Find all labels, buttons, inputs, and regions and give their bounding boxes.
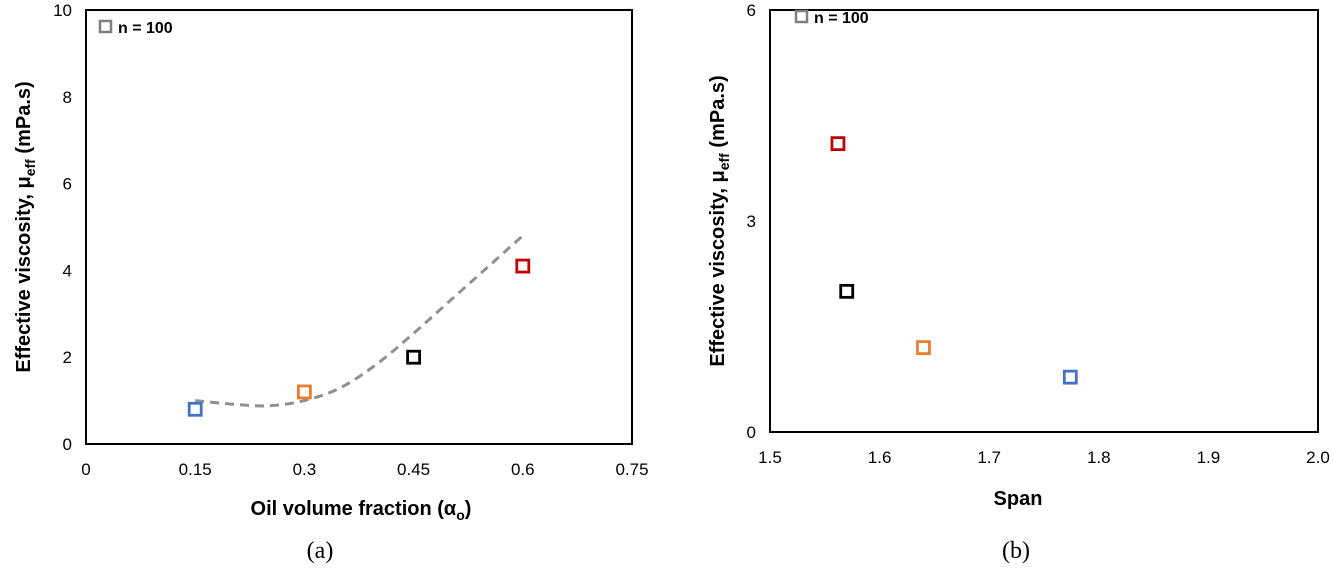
chart-b-x-tick-label: 2.0: [1306, 448, 1330, 467]
chart-a-y-tick-label: 6: [63, 175, 72, 194]
chart-a-y-tick-label: 2: [63, 348, 72, 367]
chart-b-x-tick-label: 1.7: [977, 448, 1001, 467]
chart-a-x-axis-title-main: Oil volume fraction (α: [251, 498, 457, 520]
chart-a-x-axis-title-sub: o: [456, 507, 465, 523]
chart-a-data-point: [515, 258, 531, 274]
chart-b-y-axis-title-main: Effective viscosity, μ: [707, 170, 729, 366]
chart-b-y-axis-title-end: (mPa.s): [707, 75, 729, 153]
chart-a-y-axis-title: Effective viscosity, μeff (mPa.s): [13, 81, 38, 372]
chart-b-data-point: [1062, 369, 1078, 385]
chart-b-data-point: [916, 340, 931, 356]
chart-a-x-axis-title: Oil volume fraction (αo): [251, 498, 472, 523]
chart-b-plot-frame: [769, 9, 1319, 433]
chart-b-data-point: [839, 283, 855, 299]
chart-a-trend-line: [195, 234, 524, 408]
chart-a-x-tick-label: 0.45: [397, 460, 430, 479]
chart-a-x-tick-label: 0.6: [511, 460, 535, 479]
chart-a-data-point: [296, 384, 312, 400]
chart-b-y-tick-label: 6: [747, 1, 756, 20]
chart-a-y-axis-title-main: Effective viscosity, μ: [13, 176, 35, 372]
chart-a-data-point: [187, 401, 203, 417]
chart-b-x-tick-label: 1.5: [758, 448, 782, 467]
chart-a-y-tick-label: 0: [63, 435, 72, 454]
chart-a-panel-label: (a): [307, 538, 334, 564]
chart-a-legend: n = 100: [98, 19, 173, 37]
chart-b-legend-marker: [794, 9, 809, 24]
chart-b-x-tick-label: 1.6: [868, 448, 892, 467]
chart-b-x-axis-title: Span: [994, 488, 1043, 510]
chart-b-panel-label: (b): [1002, 538, 1030, 564]
chart-b-ticks: 1.5 1.6 1.7 1.8 1.9 2.0 0 3 6: [747, 1, 1330, 467]
chart-b-data-point: [830, 136, 846, 152]
chart-b-y-tick-label: 0: [747, 423, 756, 442]
chart-a-data-point: [406, 349, 422, 365]
chart-a-plot-frame: [85, 9, 633, 445]
chart-a-x-tick-label: 0.15: [179, 460, 212, 479]
chart-b-y-axis-title: Effective viscosity, μeff (mPa.s): [707, 75, 732, 366]
chart-b-y-axis-title-sub: eff: [716, 153, 732, 170]
chart-b-x-tick-label: 1.9: [1197, 448, 1221, 467]
chart-a-y-tick-label: 10: [53, 1, 72, 20]
chart-b-points: [830, 136, 1078, 385]
chart-a-legend-label: n = 100: [118, 20, 173, 37]
chart-b-y-tick-label: 3: [747, 212, 756, 231]
chart-a-y-axis-title-end: (mPa.s): [13, 81, 35, 159]
chart-b-x-tick-label: 1.8: [1087, 448, 1111, 467]
chart-a-y-tick-label: 4: [63, 261, 72, 280]
chart-b-legend-label: n = 100: [814, 10, 869, 27]
chart-a-points: [187, 258, 531, 417]
chart-b: 1.5 1.6 1.7 1.8 1.9 2.0 0 3 6 n = 100 Effective …: [707, 1, 1330, 564]
chart-a-ticks: 0 0.15 0.3 0.45 0.6 0.75 0 2 4 6 8 10: [53, 1, 648, 479]
chart-a-x-axis-title-end: ): [465, 498, 472, 520]
chart-a-x-tick-label: 0.3: [293, 460, 317, 479]
chart-a-y-axis-title-sub: eff: [22, 159, 38, 176]
chart-a-x-tick-label: 0.75: [615, 460, 648, 479]
chart-a-legend-marker: [98, 19, 113, 34]
chart-a: 0 0.15 0.3 0.45 0.6 0.75 0 2 4 6 8 10 n = 100 Effec…: [13, 1, 649, 564]
chart-a-y-tick-label: 8: [63, 88, 72, 107]
chart-b-legend: n = 100: [794, 9, 869, 27]
chart-a-x-tick-label: 0: [81, 460, 90, 479]
